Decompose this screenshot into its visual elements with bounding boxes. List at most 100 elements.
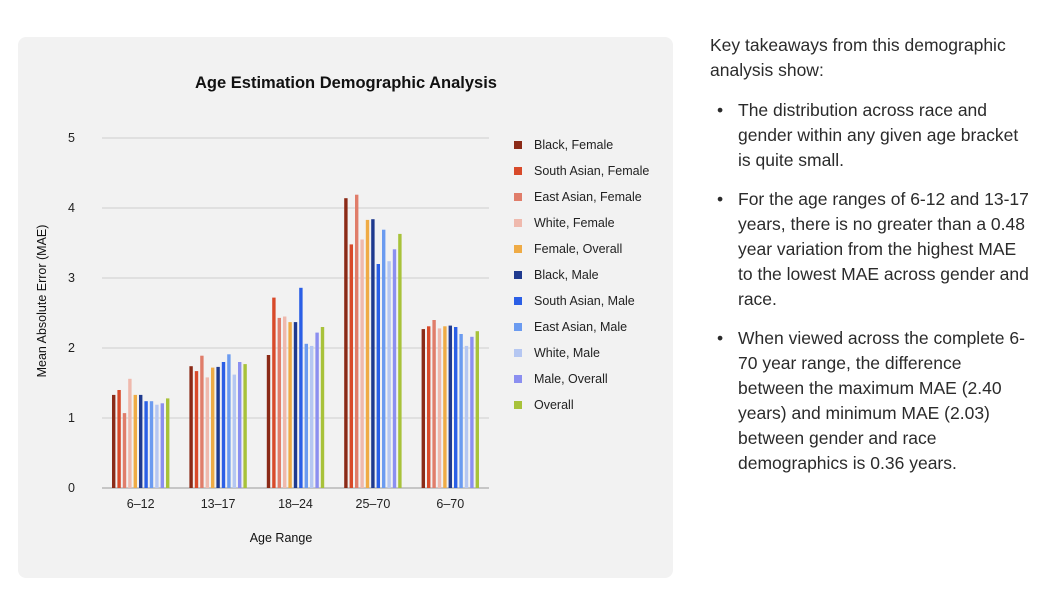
bar bbox=[299, 287, 303, 488]
legend-label: Overall bbox=[534, 398, 574, 412]
bar bbox=[315, 332, 319, 488]
bar bbox=[149, 401, 154, 488]
takeaways-panel: Key takeaways from this demographic anal… bbox=[710, 33, 1030, 490]
legend-swatch bbox=[514, 349, 522, 357]
takeaway-item: • For the age ranges of 6-12 and 13-17 y… bbox=[710, 187, 1030, 312]
bar bbox=[243, 364, 247, 488]
bar bbox=[360, 239, 364, 488]
takeaway-item: • When viewed across the complete 6-70 y… bbox=[710, 326, 1030, 476]
bar bbox=[387, 261, 391, 488]
bar bbox=[320, 327, 325, 488]
bar bbox=[421, 329, 425, 488]
bar bbox=[304, 343, 308, 488]
bar bbox=[427, 326, 431, 488]
bar bbox=[310, 345, 314, 488]
takeaway-text: When viewed across the complete 6-70 yea… bbox=[738, 328, 1025, 473]
bar bbox=[365, 219, 370, 488]
chart-panel: Age Estimation Demographic Analysis Mean… bbox=[18, 37, 673, 578]
chart-title: Age Estimation Demographic Analysis bbox=[195, 74, 497, 92]
bar bbox=[194, 371, 199, 488]
legend-swatch bbox=[514, 271, 522, 279]
legend-label: East Asian, Female bbox=[534, 190, 642, 204]
x-tick-label: 18–24 bbox=[278, 497, 313, 511]
legend-label: Male, Overall bbox=[534, 372, 608, 386]
bar bbox=[266, 355, 271, 488]
bar bbox=[232, 374, 236, 488]
bar bbox=[189, 366, 193, 488]
legend-label: Female, Overall bbox=[534, 242, 622, 256]
bar-chart: Age Estimation Demographic Analysis Mean… bbox=[35, 74, 649, 545]
bar bbox=[117, 390, 121, 488]
bar bbox=[464, 345, 469, 488]
bar bbox=[349, 244, 353, 488]
bar bbox=[200, 355, 204, 488]
y-tick-label: 1 bbox=[68, 411, 75, 425]
x-tick-label: 6–12 bbox=[127, 497, 155, 511]
bar bbox=[288, 322, 292, 488]
bar bbox=[382, 229, 386, 488]
y-tick-label: 4 bbox=[68, 201, 75, 215]
bar bbox=[470, 336, 474, 488]
bar bbox=[432, 320, 436, 488]
bar bbox=[283, 316, 287, 488]
legend-swatch bbox=[514, 193, 522, 201]
bar bbox=[128, 378, 132, 488]
bar bbox=[371, 219, 375, 488]
bar bbox=[133, 394, 137, 488]
legend-swatch bbox=[514, 245, 522, 253]
bar bbox=[139, 394, 143, 488]
bar bbox=[144, 401, 148, 488]
legend-swatch bbox=[514, 375, 522, 383]
bar bbox=[112, 394, 116, 488]
legend-swatch bbox=[514, 219, 522, 227]
bar bbox=[122, 413, 127, 488]
bar bbox=[216, 366, 220, 488]
x-tick-label: 25–70 bbox=[356, 497, 391, 511]
legend-swatch bbox=[514, 297, 522, 305]
bullet-icon: • bbox=[717, 189, 724, 209]
bullet-icon: • bbox=[717, 328, 724, 348]
bullet-icon: • bbox=[717, 100, 724, 120]
y-tick-label: 3 bbox=[68, 271, 75, 285]
legend-label: White, Male bbox=[534, 346, 600, 360]
bar bbox=[392, 249, 397, 488]
legend-label: Black, Male bbox=[534, 268, 599, 282]
y-tick-label: 0 bbox=[68, 481, 75, 495]
x-tick-label: 13–17 bbox=[201, 497, 236, 511]
bar bbox=[454, 327, 458, 488]
bar bbox=[376, 264, 380, 488]
bar bbox=[227, 354, 231, 488]
bar bbox=[448, 325, 452, 488]
bar bbox=[437, 328, 442, 488]
bar bbox=[355, 194, 359, 488]
takeaways-list: • The distribution across race and gende… bbox=[710, 98, 1030, 476]
legend-label: South Asian, Male bbox=[534, 294, 635, 308]
takeaway-item: • The distribution across race and gende… bbox=[710, 98, 1030, 173]
legend-swatch bbox=[514, 167, 522, 175]
legend-swatch bbox=[514, 401, 522, 409]
legend-label: South Asian, Female bbox=[534, 164, 649, 178]
legend-label: East Asian, Male bbox=[534, 320, 627, 334]
legend-label: Black, Female bbox=[534, 138, 613, 152]
bar bbox=[475, 331, 479, 488]
bar bbox=[272, 297, 276, 488]
bar bbox=[160, 403, 164, 488]
bar bbox=[398, 233, 402, 488]
legend-swatch bbox=[514, 323, 522, 331]
y-axis-label: Mean Absolute Error (MAE) bbox=[35, 225, 49, 378]
bar bbox=[443, 326, 447, 488]
bar bbox=[211, 367, 215, 488]
bar bbox=[205, 377, 209, 488]
x-tick-label: 6–70 bbox=[436, 497, 464, 511]
takeaway-text: The distribution across race and gender … bbox=[738, 100, 1019, 170]
takeaways-intro: Key takeaways from this demographic anal… bbox=[710, 35, 1006, 80]
bar bbox=[238, 362, 242, 488]
x-axis-label: Age Range bbox=[250, 531, 313, 545]
bar bbox=[293, 322, 298, 488]
y-tick-label: 2 bbox=[68, 341, 75, 355]
bar bbox=[344, 198, 348, 488]
bar bbox=[166, 398, 170, 488]
takeaway-text: For the age ranges of 6-12 and 13-17 yea… bbox=[738, 189, 1029, 309]
bar bbox=[277, 317, 281, 488]
bar bbox=[221, 362, 226, 488]
